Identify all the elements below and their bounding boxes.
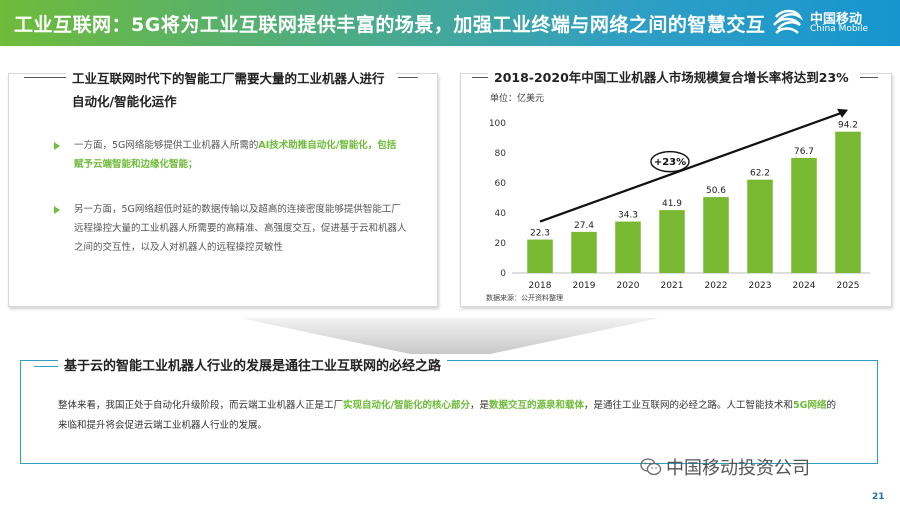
bullet-triangle-icon (54, 206, 60, 214)
bar (571, 231, 597, 273)
data-label: 62.2 (750, 169, 770, 179)
data-label: 34.3 (618, 211, 638, 221)
x-tick-label: 2024 (793, 281, 816, 291)
chart-unit-label: 单位：亿美元 (490, 94, 545, 104)
bar (659, 210, 685, 273)
bullet-triangle-icon (54, 142, 60, 150)
heading-rule (398, 77, 418, 78)
bullet-item-1: 一方面，5G网络能够提供工业机器人所需的AI技术助推自动化/智能化，包括赋予云端… (74, 136, 404, 174)
conclusion-highlight-2: 数据交互的源泉和载体 (489, 400, 585, 411)
china-mobile-logo: 中国移动 China Mobile (762, 7, 892, 39)
data-label: 76.7 (794, 147, 814, 157)
wechat-icon (640, 458, 662, 476)
data-label: 94.2 (838, 121, 858, 131)
trend-arrow-line (539, 111, 843, 223)
x-tick-label: 2021 (661, 281, 684, 291)
heading-rule (858, 77, 878, 78)
logo-text-en: China Mobile (810, 24, 869, 34)
page-number: 21 (872, 492, 885, 502)
conclusion-text: 整体来看，我国正处于自动化升级阶段，而云端工业机器人正是工厂实现自动化/智能化的… (58, 396, 838, 436)
x-tick-label: 2020 (617, 281, 640, 291)
bar (791, 157, 817, 273)
bullet-1-highlight: AI技术助推自动化/智能化，包括赋予云端智能和边缘化智能； (74, 140, 397, 170)
conclusion-text-a: 整体来看，我国正处于自动化升级阶段，而云端工业机器人正是工厂 (58, 400, 344, 411)
x-tick-label: 2019 (573, 281, 596, 291)
growth-annotation-label: +23% (654, 157, 686, 168)
x-tick-label: 2022 (705, 281, 728, 291)
funnel-arrow (240, 318, 660, 354)
header-banner: 工业互联网：5G将为工业互联网提供丰富的场景，加强工业终端与网络之间的智慧交互 … (0, 0, 900, 46)
bullet-1-text: 一方面，5G网络能够提供工业机器人所需的 (74, 140, 259, 151)
bar (747, 179, 773, 273)
x-tick-label: 2018 (529, 281, 552, 291)
data-label: 27.4 (574, 221, 594, 231)
conclusion-box (20, 360, 878, 464)
conclusion-highlight-1: 实现自动化/智能化的核心部分 (343, 400, 470, 411)
bar-chart: 0 20 40 60 80 100 22.3 2018 27.4 2019 34.3 2020 41.9… (489, 108, 870, 291)
conclusion-text-c: ，是通往工业互联网的必经之路。人工智能技术和 (584, 400, 794, 411)
data-label: 41.9 (662, 199, 682, 209)
y-tick-label: 20 (495, 239, 507, 249)
bar (835, 131, 861, 273)
china-mobile-logo-icon (773, 9, 804, 34)
chart-title: 2018-2020年中国工业机器人市场规模复合增长率将达到23% (488, 67, 860, 86)
x-tick-label: 2023 (749, 281, 772, 291)
bar (527, 239, 553, 273)
wechat-watermark: 中国移动投资公司 (640, 454, 810, 480)
conclusion-text-b: ，是 (470, 400, 490, 411)
x-tick-label: 2025 (837, 281, 860, 291)
left-panel-heading: 工业互联网时代下的智能工厂需要大量的工业机器人进行自动化/智能化运作 (66, 67, 396, 113)
heading-rule (472, 77, 490, 78)
conclusion-heading: 基于云的智能工业机器人行业的发展是通往工业互联网的必经之路 (58, 355, 448, 374)
page-title: 工业互联网：5G将为工业互联网提供丰富的场景，加强工业终端与网络之间的智慧交互 (14, 14, 766, 36)
heading-rule (24, 77, 68, 78)
heading-rule (34, 366, 60, 367)
y-tick-label: 40 (495, 209, 507, 219)
y-tick-label: 60 (495, 179, 507, 189)
chart-source: 数据来源：公开资料整理 (486, 294, 563, 302)
bar (703, 197, 729, 273)
wechat-account-name: 中国移动投资公司 (666, 458, 810, 479)
bullet-item-2: 另一方面，5G网络超低时延的数据传输以及超高的连接密度能够提供智能工厂远程操控大… (74, 204, 407, 253)
data-label: 50.6 (706, 186, 726, 196)
y-tick-label: 100 (489, 119, 506, 129)
logo-text-cn: 中国移动 (810, 12, 863, 27)
y-tick-label: 80 (495, 149, 507, 159)
growth-annotation-badge (650, 150, 690, 173)
y-tick-label: 0 (500, 269, 506, 279)
bar (615, 221, 641, 273)
conclusion-text-d: 的来临和提升将会促进云端工业机器人行业的发展。 (58, 400, 836, 431)
conclusion-highlight-3: 5G网络 (793, 400, 827, 411)
data-label: 22.3 (530, 229, 550, 239)
trend-arrow-head (837, 108, 848, 118)
